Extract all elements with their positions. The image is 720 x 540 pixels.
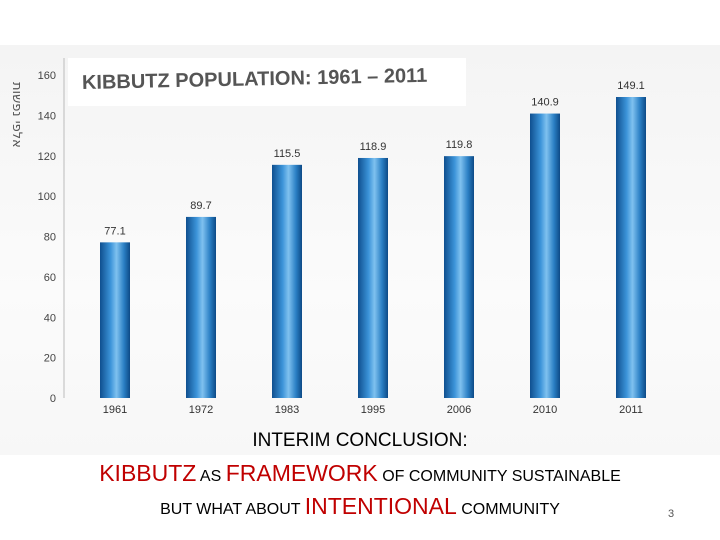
data-label: 119.8 <box>446 139 473 151</box>
bar-1972 <box>186 216 216 398</box>
data-label: 118.9 <box>360 141 387 153</box>
x-tick-label: 1972 <box>189 404 213 416</box>
y-tick-label: 60 <box>44 272 56 284</box>
y-tick-label: 80 <box>44 232 56 244</box>
bar-chart: 0 20 40 60 80 100 120 140 160 77.1 89.7 115.5 118.9… <box>38 58 646 416</box>
y-tick-label: 160 <box>38 70 56 82</box>
data-label: 140.9 <box>531 97 559 109</box>
page-number: 3 <box>668 508 675 520</box>
x-tick-label: 2011 <box>619 404 643 416</box>
x-tick-label: 1961 <box>103 404 127 416</box>
caption-framework: FRAMEWORK <box>225 460 378 486</box>
y-tick-label: 0 <box>50 393 56 405</box>
caption-community-sustainable: OF COMMUNITY SUSTAINABLE <box>377 468 621 485</box>
caption-intentional: INTENTIONAL <box>304 493 457 519</box>
y-tick-label: 40 <box>44 312 56 324</box>
bar-1961 <box>100 242 130 398</box>
y-axis-label: אלפי נפשות <box>9 82 24 148</box>
caption-but-what-about: BUT WHAT ABOUT <box>160 501 305 518</box>
bar-1995 <box>358 157 388 398</box>
x-tick-label: 2006 <box>447 404 471 416</box>
x-tick-label: 1995 <box>361 404 385 416</box>
data-label: 115.5 <box>274 148 301 160</box>
data-label: 149.1 <box>617 80 645 92</box>
bar-2010 <box>530 113 560 398</box>
title-box <box>68 58 466 106</box>
y-tick-label: 20 <box>44 353 56 365</box>
x-tick-label: 1983 <box>275 404 299 416</box>
bar-2006 <box>444 156 474 398</box>
bar-2011 <box>616 97 646 399</box>
data-label: 77.1 <box>104 225 125 237</box>
data-label: 89.7 <box>190 200 211 212</box>
bar-1983 <box>272 164 302 398</box>
caption-kibbutz: KIBBUTZ <box>99 460 197 486</box>
y-tick-label: 120 <box>38 151 56 163</box>
caption-line-2: KIBBUTZ AS FRAMEWORK OF COMMUNITY SUSTAI… <box>0 460 720 487</box>
y-tick-label: 140 <box>38 110 56 122</box>
y-tick-label: 100 <box>38 191 56 203</box>
caption-line-1: INTERIM CONCLUSION: <box>252 430 468 451</box>
caption-as: AS <box>196 468 226 485</box>
caption-community: COMMUNITY <box>456 501 560 518</box>
x-tick-label: 2010 <box>533 404 557 416</box>
caption-line-3: BUT WHAT ABOUT INTENTIONAL COMMUNITY <box>0 493 720 520</box>
